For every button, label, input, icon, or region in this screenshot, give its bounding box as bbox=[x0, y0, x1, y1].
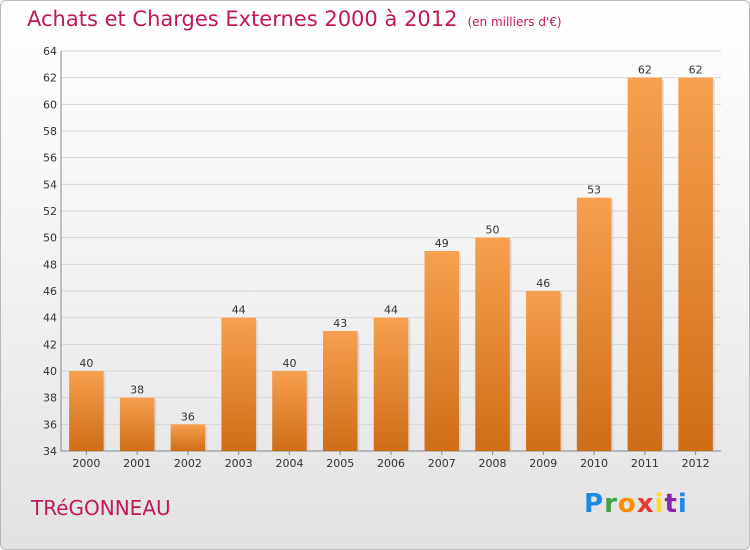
bar bbox=[69, 371, 104, 451]
x-tick-label: 2005 bbox=[326, 457, 354, 470]
y-tick-label: 42 bbox=[43, 338, 57, 351]
value-label: 36 bbox=[181, 410, 195, 423]
y-tick-label: 46 bbox=[43, 285, 57, 298]
y-tick-label: 62 bbox=[43, 72, 57, 85]
bar bbox=[322, 331, 358, 451]
x-tick-label: 2004 bbox=[275, 457, 303, 470]
bar bbox=[170, 424, 206, 451]
y-tick-label: 48 bbox=[43, 258, 57, 271]
y-tick-label: 44 bbox=[43, 312, 57, 325]
x-tick-label: 2008 bbox=[479, 457, 507, 470]
chart-title: Achats et Charges Externes 2000 à 2012 (e… bbox=[27, 7, 562, 31]
proxiti-logo: Proxiti bbox=[584, 489, 688, 519]
x-tick-label: 2003 bbox=[225, 457, 253, 470]
bar bbox=[475, 237, 510, 451]
bar bbox=[221, 317, 256, 451]
y-tick-label: 64 bbox=[43, 45, 57, 58]
logo-letter: i bbox=[677, 489, 688, 519]
y-tick-label: 54 bbox=[43, 178, 57, 191]
y-tick-label: 40 bbox=[43, 365, 57, 378]
bar bbox=[526, 291, 561, 451]
y-tick-label: 60 bbox=[43, 98, 57, 111]
bar bbox=[373, 317, 409, 451]
value-label: 53 bbox=[587, 184, 601, 197]
bar bbox=[424, 251, 460, 451]
value-label: 62 bbox=[689, 64, 703, 77]
unit-text: (en milliers d'€) bbox=[467, 15, 562, 29]
x-tick-label: 2001 bbox=[123, 457, 151, 470]
bar bbox=[119, 397, 155, 451]
value-label: 50 bbox=[486, 224, 500, 237]
bar bbox=[576, 197, 612, 451]
logo-letter: r bbox=[604, 489, 618, 519]
value-label: 43 bbox=[333, 317, 347, 330]
value-label: 49 bbox=[435, 237, 449, 250]
y-tick-label: 38 bbox=[43, 392, 57, 405]
y-tick-label: 36 bbox=[43, 418, 57, 431]
logo-letter: t bbox=[664, 489, 678, 519]
value-label: 40 bbox=[79, 357, 93, 370]
bar bbox=[678, 77, 713, 452]
y-tick-label: 58 bbox=[43, 125, 57, 138]
title-text: Achats et Charges Externes 2000 à 2012 bbox=[27, 7, 458, 31]
value-label: 40 bbox=[282, 357, 296, 370]
x-tick-label: 2006 bbox=[377, 457, 405, 470]
logo-letter: i bbox=[654, 489, 665, 519]
bars: 40 38 36 44 40 43 44 49 50 46 53 62 62 bbox=[69, 64, 715, 452]
value-label: 38 bbox=[130, 384, 144, 397]
value-label: 44 bbox=[232, 304, 246, 317]
x-tick-label: 2002 bbox=[174, 457, 202, 470]
y-tick-label: 52 bbox=[43, 205, 57, 218]
value-label: 62 bbox=[638, 64, 652, 77]
x-tick-label: 2009 bbox=[529, 457, 557, 470]
logo-letter: x bbox=[636, 489, 655, 519]
value-label: 46 bbox=[536, 277, 550, 290]
axes: 34 36 38 40 42 44 46 48 50 52 54 56 58 60 62 64 2000 2001… bbox=[43, 45, 721, 470]
y-tick-label: 50 bbox=[43, 232, 57, 245]
bar bbox=[272, 371, 307, 451]
x-tick-label: 2012 bbox=[682, 457, 710, 470]
logo-letter: P bbox=[584, 489, 605, 519]
y-tick-label: 34 bbox=[43, 445, 57, 458]
x-tick-label: 2007 bbox=[428, 457, 456, 470]
x-tick-label: 2010 bbox=[580, 457, 608, 470]
y-tick-label: 56 bbox=[43, 152, 57, 165]
x-tick-label: 2011 bbox=[631, 457, 659, 470]
bar bbox=[627, 77, 663, 452]
commune-name: TRéGONNEAU bbox=[31, 496, 171, 520]
value-label: 44 bbox=[384, 304, 398, 317]
logo-letter: o bbox=[617, 489, 637, 519]
x-tick-label: 2000 bbox=[72, 457, 100, 470]
